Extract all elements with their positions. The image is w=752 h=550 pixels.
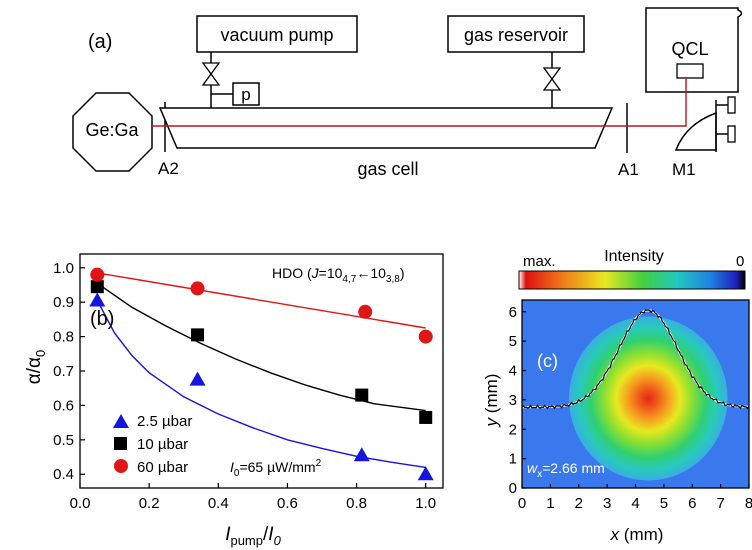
x-tick-label-b: 0.0 [70,495,91,512]
y-axis-label-b: α/α0 [24,350,48,384]
detector-label: Ge:Ga [85,120,139,140]
x-tick-label-c: 6 [688,495,696,512]
panel-label-b: (b) [90,308,114,330]
beam-width-label: wx=2.66 mm [527,460,605,480]
x-tick-label-b: 0.2 [139,495,160,512]
data-point-square [90,280,104,294]
gas-reservoir-box [447,15,585,53]
a1-label: A1 [618,160,639,179]
setup-diagram: (a) Ge:Ga A2 gas cell vacuum pump p gas … [72,7,743,179]
profile-measured-curve [521,309,750,410]
fit-line-1 [96,282,426,412]
x-axis-label-c: x (mm) [610,525,664,544]
y-tick-label-c: 0 [509,480,517,497]
mount-knob-1 [727,96,736,114]
chart-b-legend: 2.5 µbar 10 µbar 60 µbar [113,413,192,476]
chart-b-frame [79,253,444,489]
data-point-circle [358,304,373,319]
legend-marker-10 [114,437,127,450]
x-tick-label-c: 4 [631,495,639,512]
qcl-chip [676,63,704,79]
pressure-gauge-box [232,82,260,106]
detector-octagon [72,92,153,172]
pressure-gauge-label: p [241,85,250,104]
y-tick-label-b: 0.5 [53,432,74,449]
y-tick-label-c: 4 [509,363,517,380]
data-point-triangle [353,447,370,462]
gas-reservoir-label: gas reservoir [464,25,568,45]
data-point-triangle [189,371,206,386]
y-tick-label-c: 2 [509,421,517,438]
panel-label-c: (c) [537,351,558,371]
mount-knob-2 [727,125,736,143]
y-tick-label-b: 0.7 [53,363,74,380]
chart-b-marks [89,267,434,481]
legend-marker-2p5 [113,414,129,428]
y-tick-label-c: 5 [509,333,517,350]
y-tick-label-b: 1.0 [53,260,74,277]
y-tick-label-c: 1 [509,451,517,468]
y-axis-label-c: y (mm) [482,374,501,428]
data-point-square [191,328,205,342]
colorbar-max-label: max. [523,253,556,270]
colorbar-min-label: 0 [736,253,744,270]
mirror-m1 [674,111,717,151]
x-tick-label-c: 5 [660,495,668,512]
y-tick-label-b: 0.8 [53,329,74,346]
beam-spot [569,316,728,481]
vacuum-pump-label: vacuum pump [220,25,333,45]
absorption-chart: 0.0 0.2 0.4 0.6 0.8 1.00.40.50.60.70.80.91.0 … [24,253,444,548]
x-tick-label-b: 1.0 [415,495,436,512]
y-tick-label-b: 0.6 [53,397,74,414]
vacuum-pump-box [196,15,358,53]
y-tick-label-c: 3 [509,392,517,409]
legend-marker-60 [114,459,128,473]
legend-label-10: 10 µbar [137,436,188,453]
reservoir-valve-icon [542,67,562,91]
data-point-circle [90,267,105,282]
y-tick-label-b: 0.9 [53,294,74,311]
x-tick-label-c: 7 [716,495,724,512]
panel-label-a: (a) [88,31,112,53]
intensity-note: I0=65 µW/mm2 [230,458,322,479]
colorbar-title: Intensity [604,248,664,265]
x-tick-label-b: 0.8 [346,495,367,512]
qcl-label: QCL [671,39,708,59]
data-point-triangle [89,292,106,307]
data-point-circle [190,281,205,296]
x-tick-label-c: 3 [603,495,611,512]
colorbar [518,270,746,290]
x-tick-label-c: 0 [518,495,526,512]
x-tick-label-c: 2 [575,495,583,512]
qcl-housing [645,7,743,93]
data-point-triangle [417,466,434,481]
laser-beam [152,78,687,127]
beam-profile-panel: Intensity max. 0 0 1 2 3 4 5 6 7 8 0 1 2 3 4 5 6 (c) wx… [482,248,752,544]
m1-label: M1 [672,160,696,179]
hdo-annotation: HDO (J=104,7←103,8) [272,265,404,285]
data-point-square [355,388,369,402]
x-axis-label-b: Ipump/I0 [225,524,281,548]
fit-line-2 [97,272,426,329]
y-tick-label-c: 6 [509,304,517,321]
legend-label-60: 60 µbar [137,459,188,476]
pump-valve-icon [201,62,221,86]
data-point-circle [418,329,433,344]
x-tick-label-b: 0.4 [208,495,229,512]
legend-label-2p5: 2.5 µbar [137,413,192,430]
x-tick-label-c: 8 [745,495,752,512]
chart-c-ticks: 0 1 2 3 4 5 6 7 8 0 1 2 3 4 5 6 [509,304,752,512]
gas-cell-label: gas cell [357,159,418,179]
data-point-square [419,410,433,424]
y-tick-label-b: 0.4 [53,466,74,483]
chart-b-ticks: 0.0 0.2 0.4 0.6 0.8 1.0 0.4 0.5 0.6 0.7 0.8 0.9 1.0 [53,260,436,512]
x-tick-label-c: 1 [546,495,554,512]
gas-cell [158,107,614,149]
a2-label: A2 [158,159,179,178]
x-tick-label-b: 0.6 [277,495,298,512]
